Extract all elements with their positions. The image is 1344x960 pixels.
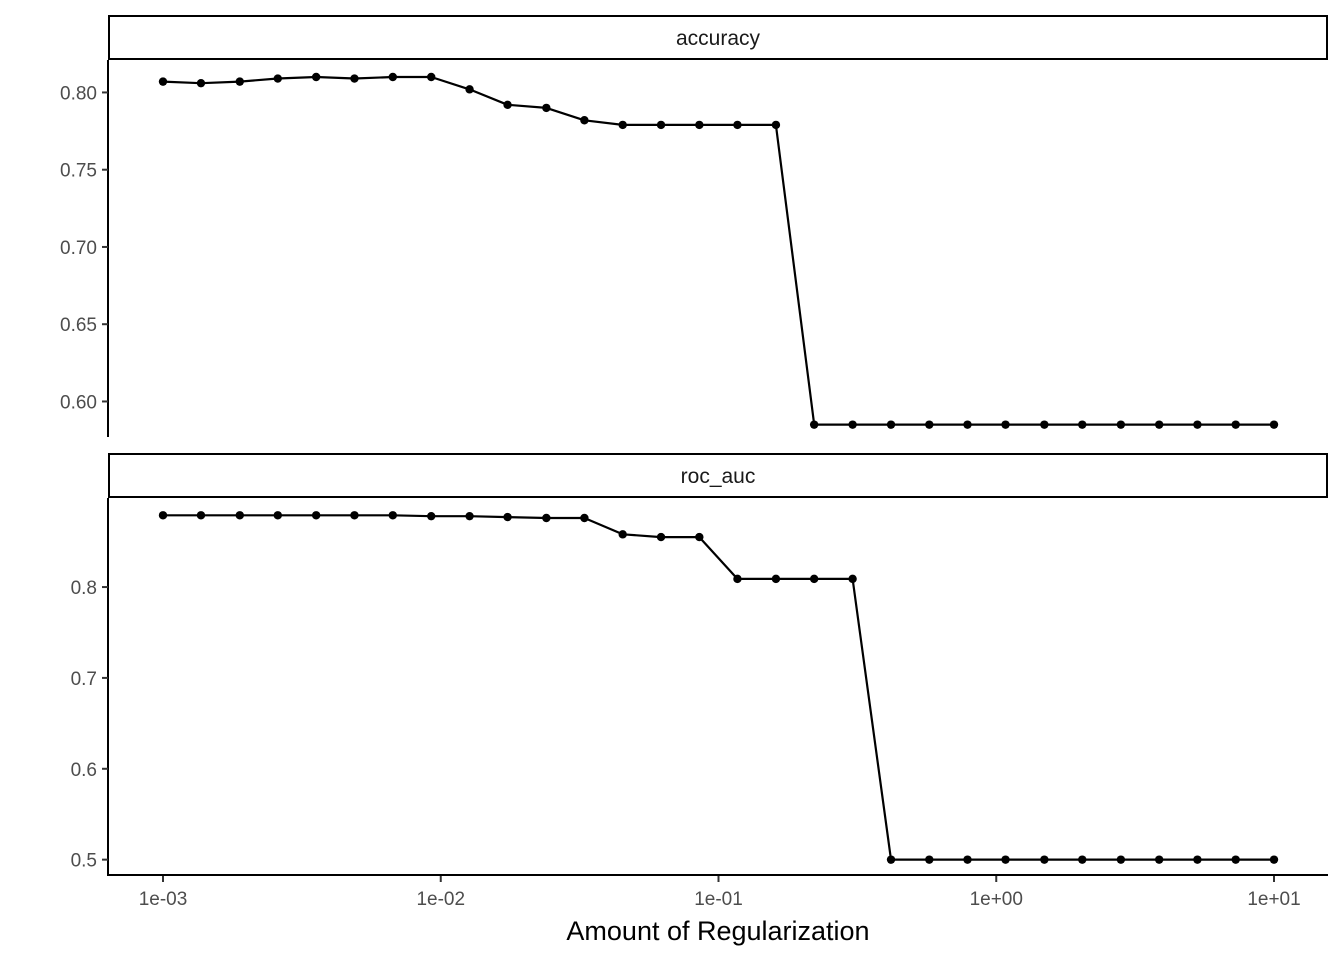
y-axis-ticks-roc-auc: 0.5 0.6 0.7 0.8	[71, 578, 108, 872]
data-point	[1001, 420, 1010, 429]
data-point	[886, 420, 896, 429]
data-point	[886, 855, 896, 864]
y-tick-label: 0.7	[71, 669, 97, 690]
x-tick-label: 1e+00	[970, 889, 1023, 910]
data-point	[771, 574, 781, 584]
y-tick-label: 0.60	[60, 392, 97, 413]
series-line	[163, 514, 1274, 861]
data-point	[1116, 855, 1126, 864]
data-point	[158, 77, 168, 86]
data-point	[771, 120, 781, 130]
data-point	[809, 574, 819, 584]
data-point	[350, 511, 359, 520]
data-point	[848, 574, 857, 584]
data-point	[1269, 855, 1279, 864]
strip-label-roc-auc: roc_auc	[681, 465, 756, 488]
data-point	[427, 511, 436, 521]
data-point	[196, 511, 206, 520]
x-tick-label: 1e-03	[139, 889, 188, 910]
data-point	[580, 116, 589, 125]
y-axis-ticks-accuracy: 0.60 0.65 0.70 0.75 0.80	[60, 83, 108, 413]
data-point	[1040, 420, 1049, 429]
data-point	[542, 103, 551, 113]
series-line	[162, 75, 1274, 426]
data-point	[656, 532, 666, 542]
data-point	[1231, 420, 1240, 429]
data-point	[235, 511, 244, 520]
data-point	[311, 511, 321, 520]
data-point	[1040, 855, 1049, 864]
facet-roc-auc: roc_auc 0.5 0.6 0.7 0.8	[71, 453, 1328, 876]
data-point	[465, 85, 474, 94]
strip-label-accuracy: accuracy	[676, 27, 761, 50]
data-point	[388, 72, 398, 82]
y-tick-label: 0.75	[60, 161, 97, 182]
strip-accuracy	[108, 15, 1328, 60]
data-point	[695, 120, 704, 130]
series-roc-auc	[158, 511, 1279, 864]
data-point	[388, 511, 398, 520]
data-point	[618, 530, 627, 539]
data-point	[273, 511, 282, 520]
y-tick-label: 0.8	[71, 578, 97, 599]
y-tick-label: 0.70	[60, 238, 97, 259]
data-point	[1154, 855, 1164, 864]
data-point	[503, 512, 512, 522]
strip-roc-auc	[108, 453, 1328, 498]
data-point	[848, 420, 857, 429]
data-point	[1001, 855, 1010, 864]
data-point	[809, 420, 819, 429]
data-point	[196, 78, 206, 88]
data-point	[273, 74, 282, 83]
y-tick-label: 0.6	[71, 760, 97, 781]
y-tick-label: 0.5	[71, 851, 97, 872]
data-point	[1269, 420, 1279, 429]
y-tick-label: 0.65	[60, 315, 97, 336]
y-tick-label: 0.80	[60, 83, 97, 104]
data-point	[235, 77, 244, 86]
data-point	[733, 120, 742, 130]
data-point	[925, 420, 934, 429]
data-point	[427, 72, 436, 82]
data-point	[925, 855, 934, 864]
data-point	[311, 72, 321, 82]
x-tick-label: 1e+01	[1247, 889, 1300, 910]
data-point	[503, 100, 512, 110]
data-point	[1116, 420, 1126, 429]
data-point	[963, 420, 972, 429]
series-accuracy	[158, 72, 1279, 429]
data-point	[618, 120, 627, 130]
data-point	[1078, 855, 1087, 864]
data-point	[695, 532, 704, 542]
data-point	[733, 574, 742, 584]
data-point	[465, 511, 474, 521]
x-axis-ticks: 1e-03 1e-02 1e-01 1e+00 1e+01	[139, 876, 1301, 910]
data-point	[1193, 855, 1202, 864]
data-point	[656, 120, 666, 130]
x-tick-label: 1e-02	[416, 889, 465, 910]
data-point	[963, 855, 972, 864]
facet-accuracy: accuracy 0.60 0.65 0.70 0.75 0.80	[60, 15, 1328, 437]
data-point	[158, 511, 168, 520]
data-point	[542, 513, 551, 523]
data-point	[1154, 420, 1164, 429]
data-point	[1193, 420, 1202, 429]
data-point	[350, 74, 359, 83]
x-tick-label: 1e-01	[694, 889, 743, 910]
data-point	[1078, 420, 1087, 429]
data-point	[1231, 855, 1240, 864]
data-point	[580, 513, 589, 523]
x-axis-title: Amount of Regularization	[566, 916, 869, 946]
